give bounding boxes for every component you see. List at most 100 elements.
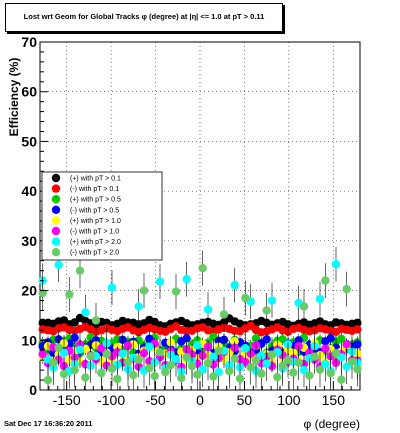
data-point: [209, 352, 218, 361]
legend-marker: [51, 173, 61, 183]
y-tick-label: 50: [21, 133, 37, 149]
legend-label: (-) with pT > 1.0: [70, 229, 119, 236]
legend: (+) with pT > 0.1 (-) with pT > 0.1 (+) wi…: [41, 171, 163, 261]
data-point: [75, 345, 85, 354]
y-tick-label: 0: [29, 382, 37, 398]
legend-label: (+) with pT > 0.1: [70, 176, 121, 183]
data-point: [230, 280, 239, 290]
data-point: [209, 372, 218, 381]
data-point: [145, 342, 154, 351]
data-point: [70, 333, 79, 342]
data-point: [315, 294, 325, 304]
data-point: [145, 363, 154, 373]
data-point: [91, 316, 101, 325]
data-point: [342, 362, 351, 371]
timestamp: Sat Dec 17 16:36:20 2011: [4, 419, 93, 428]
data-point: [342, 284, 351, 294]
data-point: [241, 293, 250, 303]
data-point: [246, 362, 255, 372]
y-tick-label: 70: [21, 34, 37, 50]
data-point: [161, 367, 170, 377]
data-point: [353, 325, 362, 334]
data-point: [187, 361, 197, 371]
data-point: [118, 349, 127, 358]
data-point: [235, 374, 245, 383]
data-point: [262, 359, 271, 368]
y-axis-label: Efficiency (%): [7, 58, 21, 137]
data-point: [353, 318, 362, 328]
x-tick-label: 150: [322, 392, 346, 408]
tick-labels: 0 10 20 30 40 50 60 70 -150 -100 -50 0 50 100 150: [21, 34, 345, 408]
data-point: [139, 286, 149, 295]
chart-title: Lost wrt Geom for Global Tracks φ (degre…: [23, 12, 265, 21]
legend-marker: [51, 216, 61, 225]
data-point: [294, 358, 303, 367]
data-point: [49, 358, 58, 367]
data-point: [129, 370, 138, 380]
legend-label: (+) with pT > 0.5: [70, 197, 121, 204]
y-tick-label: 60: [21, 84, 37, 100]
x-tick-label: 50: [237, 392, 253, 408]
data-point: [241, 344, 250, 353]
data-point: [107, 364, 117, 373]
data-point: [203, 305, 213, 314]
data-point: [347, 357, 357, 366]
data-point: [86, 351, 95, 361]
data-point: [155, 348, 165, 357]
data-point: [59, 369, 69, 379]
data-point: [353, 364, 362, 374]
legend-label: (+) with pT > 2.0: [70, 239, 121, 246]
data-point: [75, 266, 85, 275]
legend-marker: [51, 184, 61, 193]
y-tick-label: 40: [21, 183, 37, 199]
x-tick-label: -50: [145, 392, 165, 408]
data-point: [97, 368, 106, 378]
data-point: [337, 334, 346, 343]
data-point: [193, 370, 202, 379]
data-point: [326, 368, 335, 378]
data-point: [326, 334, 335, 343]
data-point: [203, 358, 213, 368]
data-point: [289, 368, 298, 377]
data-point: [230, 337, 239, 346]
data-point: [182, 352, 191, 362]
data-point: [150, 371, 159, 381]
data-point: [225, 366, 234, 376]
data-point: [262, 306, 271, 315]
data-point: [166, 360, 175, 370]
legend-marker: [51, 237, 61, 246]
legend-label: (-) with pT > 2.0: [70, 250, 119, 257]
legend-label: (+) with pT > 1.0: [70, 218, 121, 225]
data-point: [59, 348, 69, 357]
data-point: [353, 340, 362, 349]
data-point: [193, 341, 202, 350]
data-points: [38, 223, 362, 390]
data-point: [198, 365, 207, 374]
legend-marker: [51, 248, 61, 257]
x-tick-label: -100: [97, 392, 125, 408]
data-point: [267, 350, 277, 359]
data-point: [257, 351, 266, 360]
data-point: [171, 287, 181, 296]
data-point: [134, 302, 143, 311]
data-point: [219, 310, 229, 319]
data-point: [262, 335, 271, 344]
x-tick-label: 100: [277, 392, 301, 408]
y-tick-label: 30: [21, 233, 37, 249]
data-point: [257, 369, 266, 378]
data-point: [315, 365, 325, 374]
data-point: [273, 372, 282, 382]
x-axis-label: φ (degree): [304, 417, 360, 431]
data-point: [182, 274, 191, 284]
data-point: [43, 375, 53, 385]
data-point: [70, 365, 79, 375]
data-point: [182, 334, 191, 343]
data-point: [310, 352, 319, 361]
data-point: [97, 344, 106, 353]
data-point: [278, 361, 287, 370]
x-tick-label: 0: [196, 392, 204, 408]
data-point: [65, 290, 74, 299]
series-1: [38, 321, 362, 337]
data-point: [342, 340, 351, 349]
data-point: [81, 308, 90, 317]
